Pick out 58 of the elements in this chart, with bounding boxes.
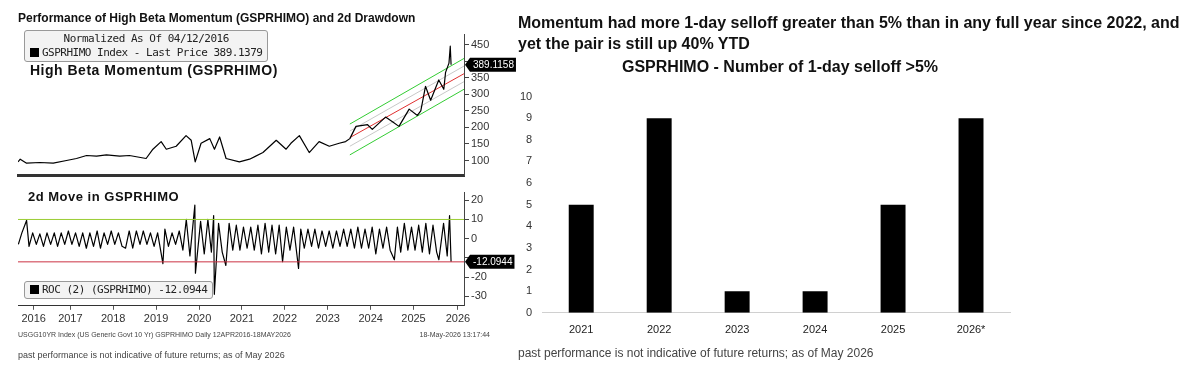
annotation: 389.1158 <box>473 58 515 70</box>
y-tick-label: 9 <box>526 111 533 124</box>
chart-title: Performance of High Beta Momentum (GSPRHIMO) and 2d Drawdown <box>18 11 416 25</box>
y-tick-label: 150 <box>471 136 490 149</box>
y-tick-label: 4 <box>526 219 533 232</box>
legend-label: ROC (2) (GSPRHIMO) -12.0944 <box>41 283 208 297</box>
y-tick-label: 10 <box>519 89 533 102</box>
y-tick-label: 20 <box>471 193 484 206</box>
y-tick-label: 6 <box>526 176 533 189</box>
x-tick-label: 2023 <box>724 323 750 336</box>
x-tick-label: 2025 <box>401 312 426 325</box>
y-tick-label: 300 <box>471 87 490 100</box>
text: High Beta Momentum (GSPRHIMO) <box>30 62 278 78</box>
x-tick-label: 2025 <box>880 323 906 336</box>
x-tick-label: 2021 <box>568 323 594 336</box>
text: past performance is not indicative of future returns; as of May 2026 <box>518 346 875 360</box>
x-tick-label: 2023 <box>315 312 340 325</box>
y-tick-label: 10 <box>471 212 484 225</box>
text: past performance is not indicative of future returns; as of May 2026 <box>18 350 286 360</box>
y-tick-label: 1 <box>526 284 533 297</box>
legend-title: Normalized As Of 04/12/2016 <box>62 32 230 46</box>
x-tick-label: 2021 <box>229 312 255 325</box>
y-tick-label: 7 <box>526 154 533 167</box>
x-tick-label: 2026 <box>445 312 471 325</box>
x-tick-label: 2024 <box>802 323 828 336</box>
x-tick-label: 2022 <box>272 312 298 325</box>
y-tick-label: 100 <box>471 153 490 166</box>
y-tick-label: 450 <box>471 37 490 50</box>
y-tick-label: -20 <box>471 270 487 283</box>
y-tick-label: 3 <box>526 240 533 253</box>
bar <box>568 204 594 313</box>
x-tick-label: 2017 <box>58 312 83 325</box>
x-tick-label: 2019 <box>143 312 169 325</box>
y-tick-label: 8 <box>526 132 533 145</box>
legend-label: GSPRHIMO Index - Last Price 389.1379 <box>41 46 263 60</box>
x-tick-label: 2018 <box>100 312 126 325</box>
chart-title: 2d Move in GSPRHIMO <box>28 189 180 204</box>
bar <box>646 118 672 313</box>
ref-line-label: -12.0944 <box>473 256 513 268</box>
y-tick-label: 250 <box>471 103 490 116</box>
chart-title: Momentum had more 1-day selloff greater than 5% than in any full year since 2022, and yet the pair is still up 40% YTD <box>518 13 1181 54</box>
y-tick-label: 5 <box>526 197 533 210</box>
bar <box>724 291 750 313</box>
x-tick-label: 2026* <box>956 323 987 336</box>
y-tick-label: 350 <box>471 70 490 83</box>
x-tick-label: 2022 <box>646 323 672 336</box>
y-tick-label: 0 <box>526 305 533 318</box>
bar <box>880 204 906 313</box>
y-tick-label: -30 <box>471 289 487 302</box>
x-tick-label: 2020 <box>186 312 212 325</box>
bar <box>802 291 828 313</box>
x-tick-label: 2016 <box>21 312 46 325</box>
bar <box>958 118 984 313</box>
chart-subtitle: GSPRHIMO - Number of 1-day selloff >5% <box>622 58 939 76</box>
y-tick-label: 2 <box>526 262 533 275</box>
y-tick-label: 200 <box>471 120 490 133</box>
x-tick-label: 2024 <box>358 312 383 325</box>
y-tick-label: 0 <box>471 231 478 244</box>
